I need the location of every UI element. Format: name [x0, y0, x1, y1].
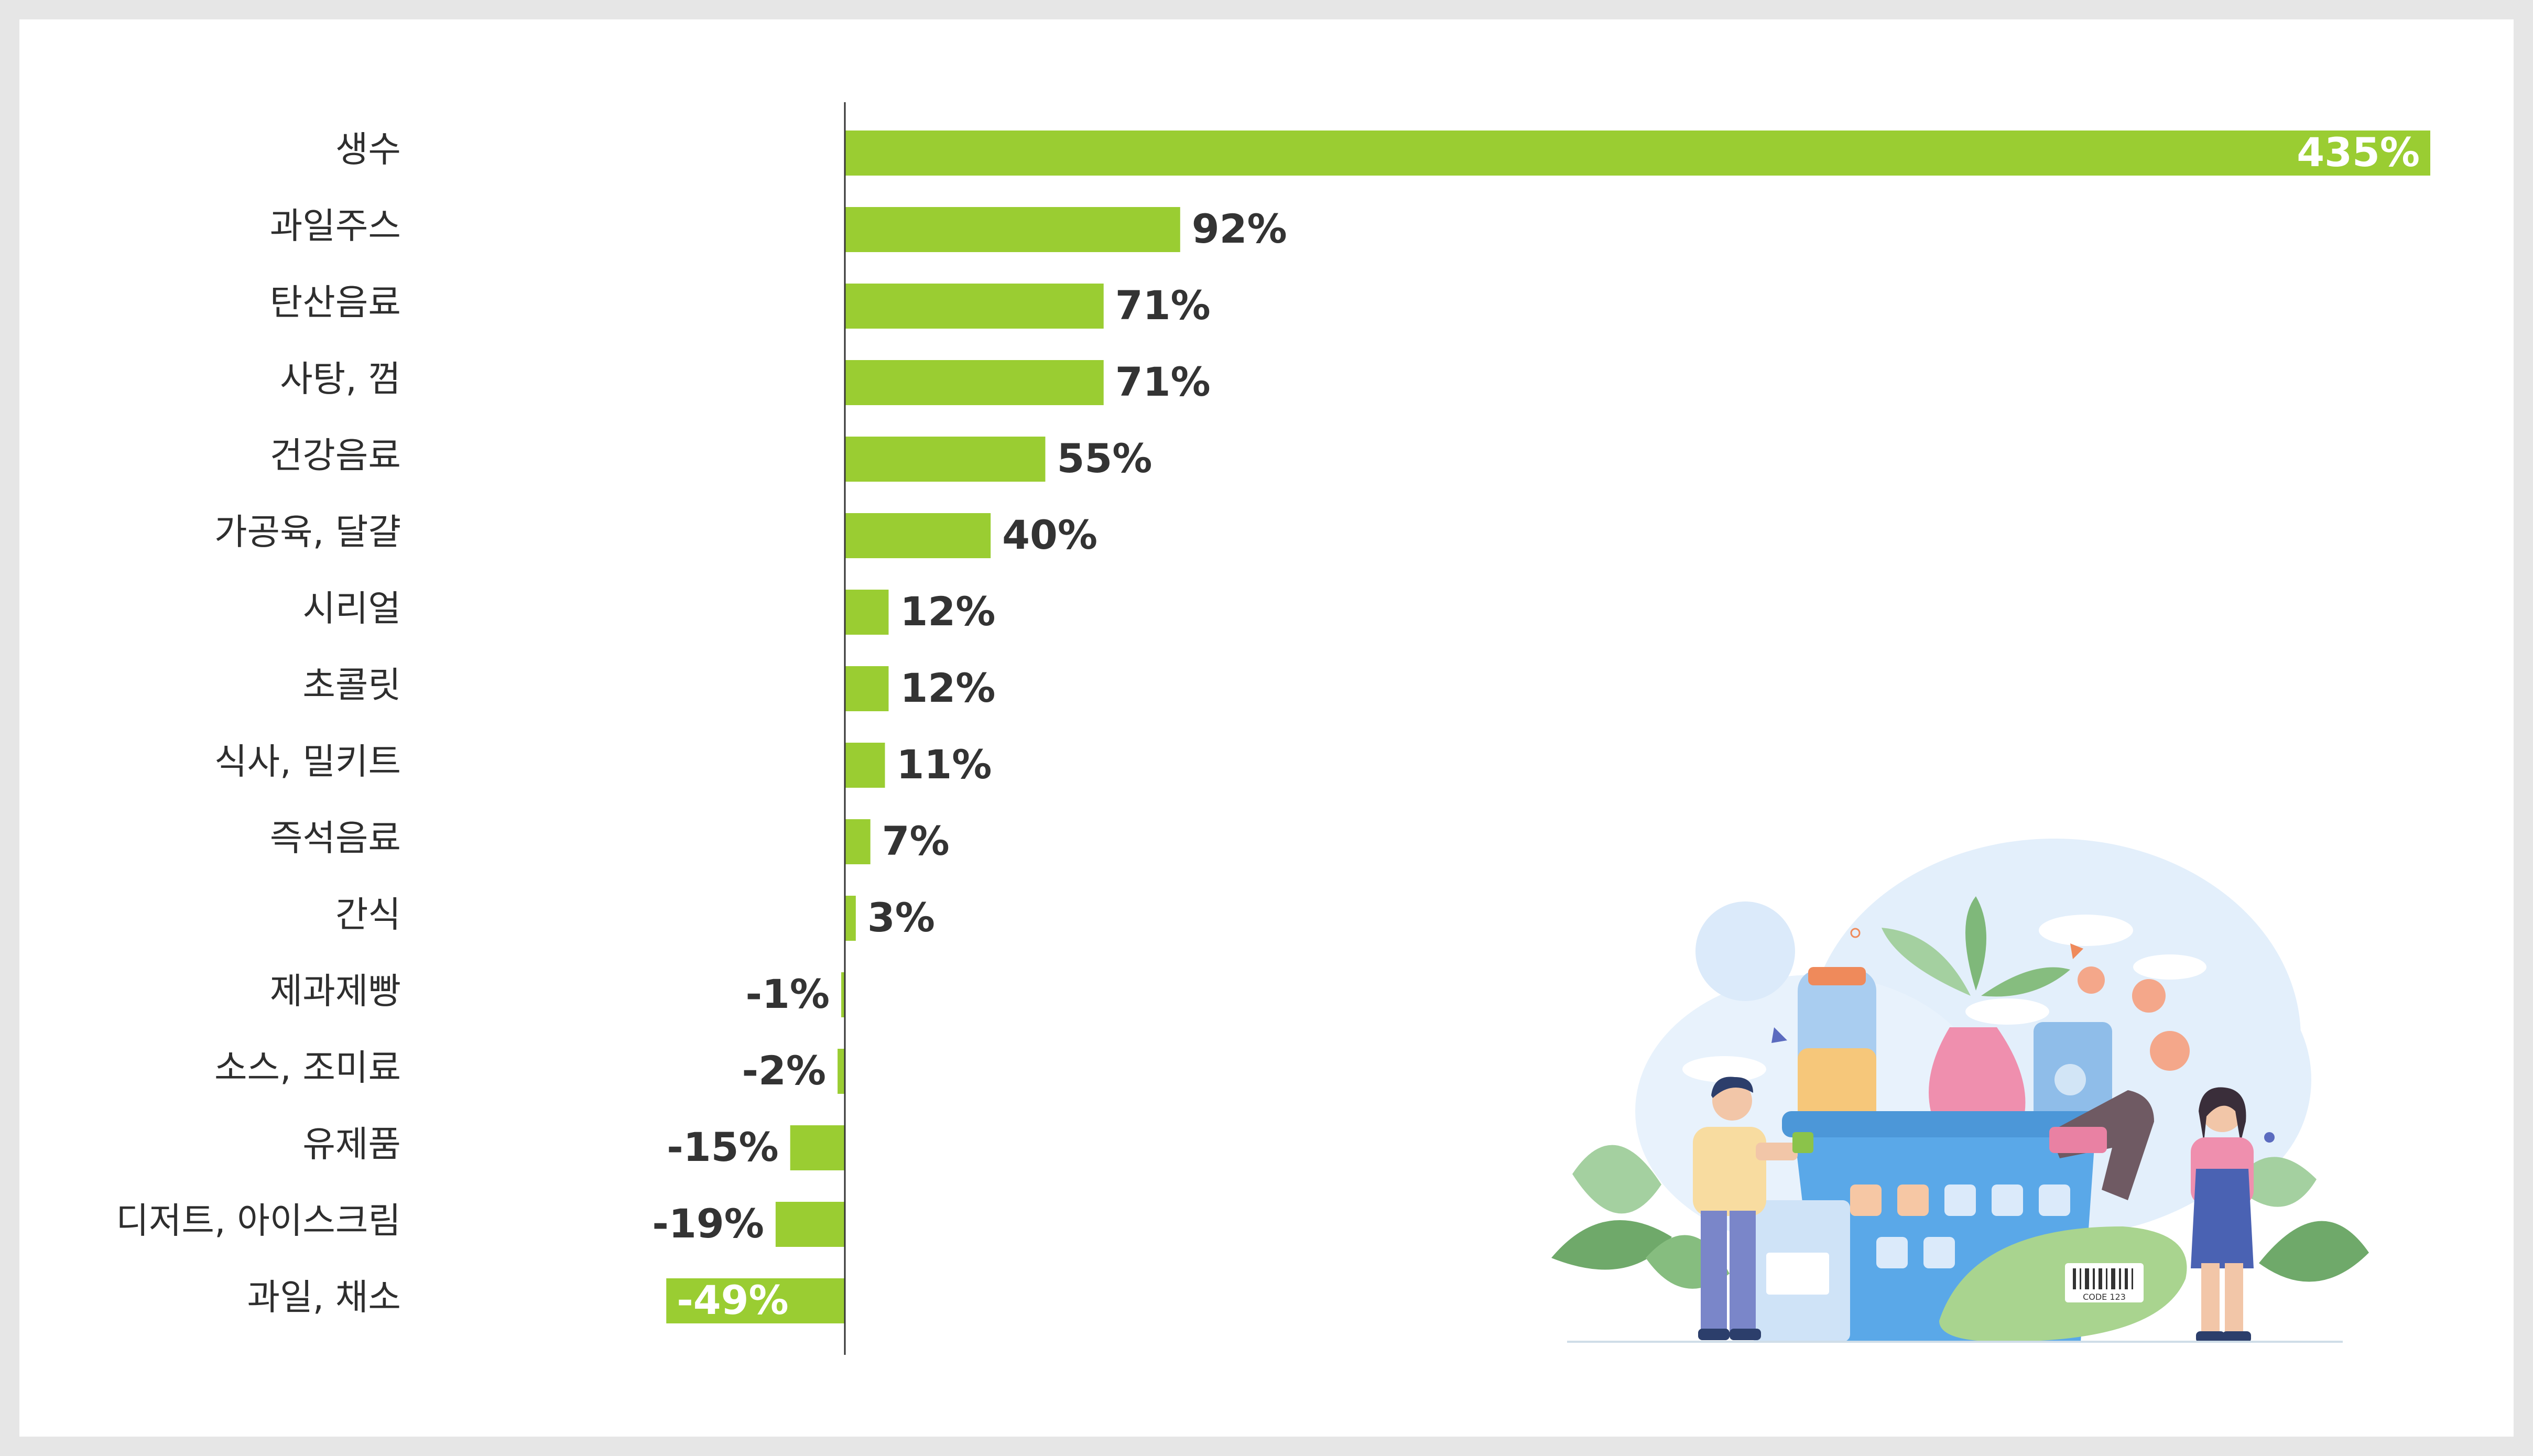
grocery-illustration-icon: CODE 123 [1551, 839, 2369, 1343]
value-label-12: -2% [742, 1047, 827, 1094]
shopper-man-icon [1693, 1077, 1813, 1340]
bar-9 [845, 819, 871, 864]
bar-7 [845, 666, 889, 711]
bar-4 [845, 437, 1046, 482]
value-label-10: 3% [867, 894, 935, 941]
bar-13 [790, 1125, 845, 1170]
bar-5 [845, 513, 991, 558]
bar-15 [666, 1278, 845, 1323]
value-label-6: 12% [900, 588, 995, 635]
category-label-0: 생수 [335, 129, 401, 171]
value-label-4: 55% [1057, 435, 1152, 482]
category-label-1: 과일주스 [270, 206, 401, 247]
bar-3 [845, 360, 1104, 405]
value-label-2: 71% [1115, 282, 1211, 329]
bar-8 [845, 743, 885, 788]
category-label-12: 소스, 조미료 [214, 1048, 401, 1089]
category-label-11: 제과제빵 [270, 971, 401, 1013]
category-label-2: 탄산음료 [270, 282, 401, 324]
category-label-15: 과일, 채소 [247, 1277, 401, 1319]
value-label-3: 71% [1115, 358, 1211, 405]
bar-10 [845, 896, 856, 941]
category-label-3: 사탕, 껌 [280, 359, 401, 400]
category-label-6: 시리얼 [302, 589, 401, 630]
category-label-7: 초콜릿 [302, 665, 401, 707]
value-label-7: 12% [900, 665, 995, 711]
category-label-9: 즉석음료 [270, 818, 401, 860]
category-label-13: 유제품 [302, 1124, 401, 1166]
category-label-14: 디저트, 아이스크림 [116, 1201, 401, 1242]
value-label-9: 7% [882, 818, 950, 864]
bars-group: 생수 435% 과일주스 92% 탄산음료 71% 사탕, 껌 71% 건강음료 55% 가공육, … [116, 129, 2430, 1323]
bar-11 [841, 972, 845, 1017]
category-label-5: 가공육, 달걀 [214, 512, 401, 553]
value-label-15: -49% [677, 1277, 788, 1323]
bar-2 [845, 284, 1104, 329]
bar-14 [775, 1202, 845, 1247]
category-label-4: 건강음료 [270, 436, 401, 477]
category-label-10: 간식 [335, 895, 401, 936]
bar-6 [845, 590, 889, 635]
cashier-woman-icon [2191, 1087, 2254, 1343]
value-label-5: 40% [1002, 512, 1097, 558]
value-label-0: 435% [2297, 129, 2420, 176]
value-label-8: 11% [896, 741, 992, 788]
bar-0 [845, 131, 2430, 176]
barcode-text: CODE 123 [2083, 1292, 2126, 1302]
value-label-14: -19% [652, 1200, 764, 1247]
bar-12 [838, 1049, 845, 1094]
bar-1 [845, 207, 1180, 252]
value-label-13: -15% [667, 1124, 778, 1170]
value-label-1: 92% [1192, 205, 1287, 252]
barcode-icon [2073, 1268, 2133, 1289]
value-label-11: -1% [745, 971, 830, 1017]
category-label-8: 식사, 밀키트 [214, 742, 401, 783]
